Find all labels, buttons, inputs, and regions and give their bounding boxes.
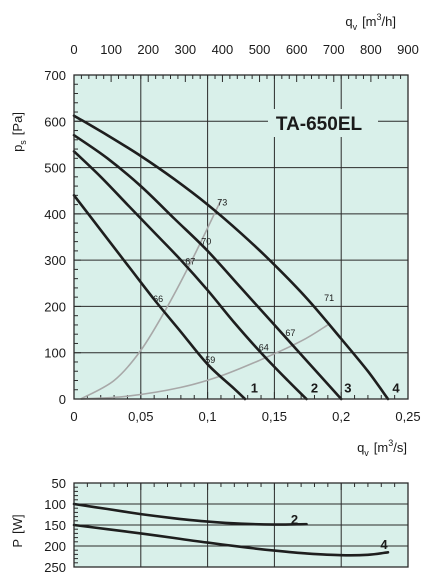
y-tick-label: 700: [44, 68, 66, 83]
x-tick-label: 0,2: [332, 409, 350, 424]
bottom-axis-label: qv [m3/s]: [357, 438, 407, 458]
power-y-tick-label: 50: [52, 476, 66, 491]
power-curve-label-2: 2: [291, 512, 298, 527]
power-curve-2: [72, 502, 308, 526]
curve-label-3: 3: [344, 381, 351, 396]
y-tick-label: 500: [44, 161, 66, 176]
top-tick-label: 400: [212, 42, 234, 57]
power-y-tick-label: 200: [44, 539, 66, 554]
efficiency-label: 66: [153, 294, 163, 304]
pressure-plot: TA-650EL 73 70 67 66 59 71 67 64 1 2 3 4 0 0,05 0,1 0,15…: [44, 42, 420, 424]
title-backdrop: [268, 109, 378, 137]
power-curve-label-4: 4: [380, 537, 388, 552]
efficiency-label: 67: [285, 328, 295, 338]
power-plot: 2 4 50 100 150 200 250: [44, 476, 409, 573]
efficiency-label: 70: [201, 237, 211, 247]
efficiency-label: 67: [185, 257, 195, 267]
efficiency-label: 71: [324, 293, 334, 303]
efficiency-label: 64: [259, 343, 269, 353]
top-tick-label: 900: [397, 42, 419, 57]
curve-label-4: 4: [392, 381, 400, 396]
top-tick-label: 0: [70, 42, 77, 57]
x-tick-label: 0: [70, 409, 77, 424]
fan-curve-3: [72, 133, 343, 401]
y-tick-label: 300: [44, 253, 66, 268]
top-tick-label: 800: [360, 42, 382, 57]
y-axis-label: ps[Pa]: [10, 112, 28, 152]
power-y-tick-label: 100: [44, 497, 66, 512]
curve-label-1: 1: [251, 381, 258, 396]
efficiency-curve: [80, 199, 222, 400]
top-tick-label: 100: [100, 42, 122, 57]
top-tick-label: 200: [137, 42, 159, 57]
x-tick-label: 0,1: [199, 409, 217, 424]
curve-label-2: 2: [311, 381, 318, 396]
y-tick-label: 600: [44, 114, 66, 129]
y-tick-label: 200: [44, 299, 66, 314]
efficiency-label: 59: [205, 355, 215, 365]
top-tick-label: 500: [249, 42, 271, 57]
power-curve-4: [72, 523, 390, 557]
top-tick-label: 700: [323, 42, 345, 57]
x-tick-label: 0,25: [395, 409, 420, 424]
x-tick-label: 0,15: [262, 409, 287, 424]
x-tick-label: 0,05: [128, 409, 153, 424]
fan-curve-4: [72, 114, 390, 401]
power-axis-label: P[W]: [10, 514, 25, 547]
top-tick-label: 300: [174, 42, 196, 57]
y-tick-label: 100: [44, 346, 66, 361]
top-axis-label: qv [m3/h]: [345, 12, 396, 32]
efficiency-label: 73: [217, 197, 227, 207]
power-plot-frame: [73, 482, 409, 568]
y-tick-label: 0: [59, 392, 66, 407]
power-y-tick-label: 150: [44, 518, 66, 533]
chart-title: TA-650EL: [276, 114, 363, 135]
power-y-tick-label: 250: [44, 560, 66, 573]
plot-frame: [73, 74, 409, 400]
fan-curve-1: [72, 194, 247, 401]
y-tick-label: 400: [44, 207, 66, 222]
fan-curve-2: [72, 150, 308, 401]
top-tick-label: 600: [286, 42, 308, 57]
